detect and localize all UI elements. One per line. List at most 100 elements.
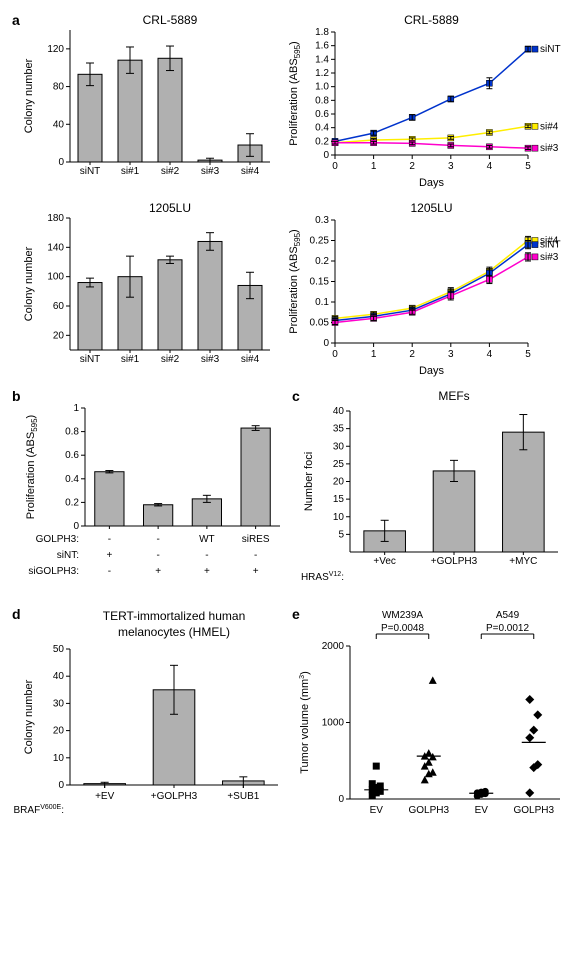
svg-text:-: - <box>156 550 159 561</box>
panel-c: c 510152025303540+Vec+GOLPH3+MYCMEFsNumb… <box>290 386 570 596</box>
figure: a 04080120siNTsi#1si#2si#3si#4CRL-5889Co… <box>10 10 572 829</box>
svg-text:40: 40 <box>333 406 345 417</box>
svg-text:+SUB1: +SUB1 <box>227 791 259 802</box>
svg-text:0.1: 0.1 <box>315 297 329 308</box>
panel-b: b 00.20.40.60.81Proliferation (ABS595)GO… <box>10 386 290 596</box>
label-b: b <box>12 388 21 404</box>
svg-text:Colony number: Colony number <box>23 246 35 321</box>
svg-text:2: 2 <box>409 161 415 172</box>
svg-text:1: 1 <box>371 161 377 172</box>
svg-text:GOLPH3: GOLPH3 <box>513 805 554 816</box>
svg-text:1.4: 1.4 <box>315 54 329 65</box>
svg-text:180: 180 <box>47 213 64 224</box>
svg-text:Proliferation (ABS595): Proliferation (ABS595) <box>288 229 302 333</box>
svg-text:0: 0 <box>73 521 79 532</box>
svg-text:40: 40 <box>53 119 65 130</box>
svg-text:Proliferation (ABS595): Proliferation (ABS595) <box>288 41 302 145</box>
svg-text:0.2: 0.2 <box>315 136 329 147</box>
svg-text:+EV: +EV <box>95 791 115 802</box>
svg-text:si#3: si#3 <box>201 166 220 177</box>
svg-text:0.05: 0.05 <box>310 318 330 329</box>
svg-text:si#4: si#4 <box>241 354 260 365</box>
svg-text:si#3: si#3 <box>201 354 220 365</box>
svg-text:5: 5 <box>338 529 344 540</box>
svg-text:siNT: siNT <box>540 44 561 55</box>
svg-text:A549: A549 <box>496 610 520 621</box>
panel-a-bar-crl: a 04080120siNTsi#1si#2si#3si#4CRL-5889Co… <box>10 10 280 190</box>
svg-text:GOLPH3: GOLPH3 <box>408 805 449 816</box>
svg-text:Days: Days <box>419 177 445 189</box>
svg-text:10: 10 <box>333 512 345 523</box>
panel-e: e 010002000Tumor volume (mm3)EVGOLPH3EVG… <box>290 604 570 829</box>
svg-text:-: - <box>254 550 257 561</box>
svg-text:si#4: si#4 <box>540 121 559 132</box>
svg-text:20: 20 <box>333 477 345 488</box>
svg-text:si#3: si#3 <box>540 143 559 154</box>
svg-text:MEFs: MEFs <box>438 389 469 403</box>
svg-text:WM239A: WM239A <box>382 610 423 621</box>
svg-text:0.6: 0.6 <box>65 450 79 461</box>
svg-text:15: 15 <box>333 494 345 505</box>
svg-text:-: - <box>108 534 111 545</box>
svg-text:-: - <box>108 566 111 577</box>
svg-text:1: 1 <box>73 403 79 414</box>
label-d: d <box>12 606 21 622</box>
svg-text:Days: Days <box>419 365 445 377</box>
svg-text:siNT: siNT <box>80 166 101 177</box>
svg-text:P=0.0012: P=0.0012 <box>486 623 530 634</box>
svg-text:si#2: si#2 <box>161 354 180 365</box>
svg-text:0.2: 0.2 <box>65 497 79 508</box>
svg-text:si#1: si#1 <box>121 166 140 177</box>
svg-text:siNT:: siNT: <box>57 550 79 561</box>
svg-text:si#4: si#4 <box>241 166 260 177</box>
svg-text:1.8: 1.8 <box>315 27 329 38</box>
svg-text:+: + <box>106 550 112 561</box>
svg-text:0: 0 <box>332 161 338 172</box>
svg-text:1000: 1000 <box>322 718 345 729</box>
svg-text:10: 10 <box>53 753 65 764</box>
svg-text:siRES: siRES <box>242 534 270 545</box>
svg-text:4: 4 <box>487 161 493 172</box>
svg-text:+: + <box>155 566 161 577</box>
svg-text:0.8: 0.8 <box>65 427 79 438</box>
svg-text:30: 30 <box>333 441 345 452</box>
svg-text:3: 3 <box>448 349 454 360</box>
svg-text:60: 60 <box>53 301 65 312</box>
svg-text:+GOLPH3: +GOLPH3 <box>151 791 198 802</box>
svg-text:1.0: 1.0 <box>315 82 329 93</box>
svg-text:+GOLPH3: +GOLPH3 <box>431 556 478 567</box>
svg-text:+: + <box>253 566 259 577</box>
svg-text:0.3: 0.3 <box>315 215 329 226</box>
svg-text:2: 2 <box>409 349 415 360</box>
svg-text:WT: WT <box>199 534 215 545</box>
svg-text:siNT: siNT <box>80 354 101 365</box>
panel-a-bar-1205lu: 2060100140180siNTsi#1si#2si#3si#41205LUC… <box>10 198 280 378</box>
svg-text:+Vec: +Vec <box>373 556 396 567</box>
svg-text:0.15: 0.15 <box>310 277 330 288</box>
svg-text:Proliferation (ABS595): Proliferation (ABS595) <box>25 415 39 519</box>
svg-text:100: 100 <box>47 272 64 283</box>
svg-text:0.8: 0.8 <box>315 95 329 106</box>
svg-text:20: 20 <box>53 330 65 341</box>
svg-text:si#3: si#3 <box>540 252 559 263</box>
svg-text:5: 5 <box>525 349 531 360</box>
svg-text:+: + <box>204 566 210 577</box>
label-e: e <box>292 606 300 622</box>
label-c: c <box>292 388 300 404</box>
svg-text:-: - <box>205 550 208 561</box>
svg-text:Colony number: Colony number <box>23 679 35 754</box>
panel-a-line-1205lu: 00.050.10.150.20.250.30123451205LUDaysPr… <box>280 198 570 378</box>
svg-text:0: 0 <box>323 150 329 161</box>
svg-text:Colony number: Colony number <box>23 58 35 133</box>
svg-text:0.25: 0.25 <box>310 236 330 247</box>
svg-text:GOLPH3:: GOLPH3: <box>36 534 79 545</box>
svg-text:siGOLPH3:: siGOLPH3: <box>28 566 79 577</box>
svg-text:50: 50 <box>53 644 65 655</box>
svg-text:3: 3 <box>448 161 454 172</box>
svg-text:0: 0 <box>323 338 329 349</box>
svg-text:BRAFV600E:: BRAFV600E: <box>14 804 64 816</box>
svg-text:2000: 2000 <box>322 641 345 652</box>
panel-a-line-crl: 00.20.40.60.81.01.21.41.61.8012345CRL-58… <box>280 10 570 190</box>
svg-text:5: 5 <box>525 161 531 172</box>
svg-text:4: 4 <box>487 349 493 360</box>
